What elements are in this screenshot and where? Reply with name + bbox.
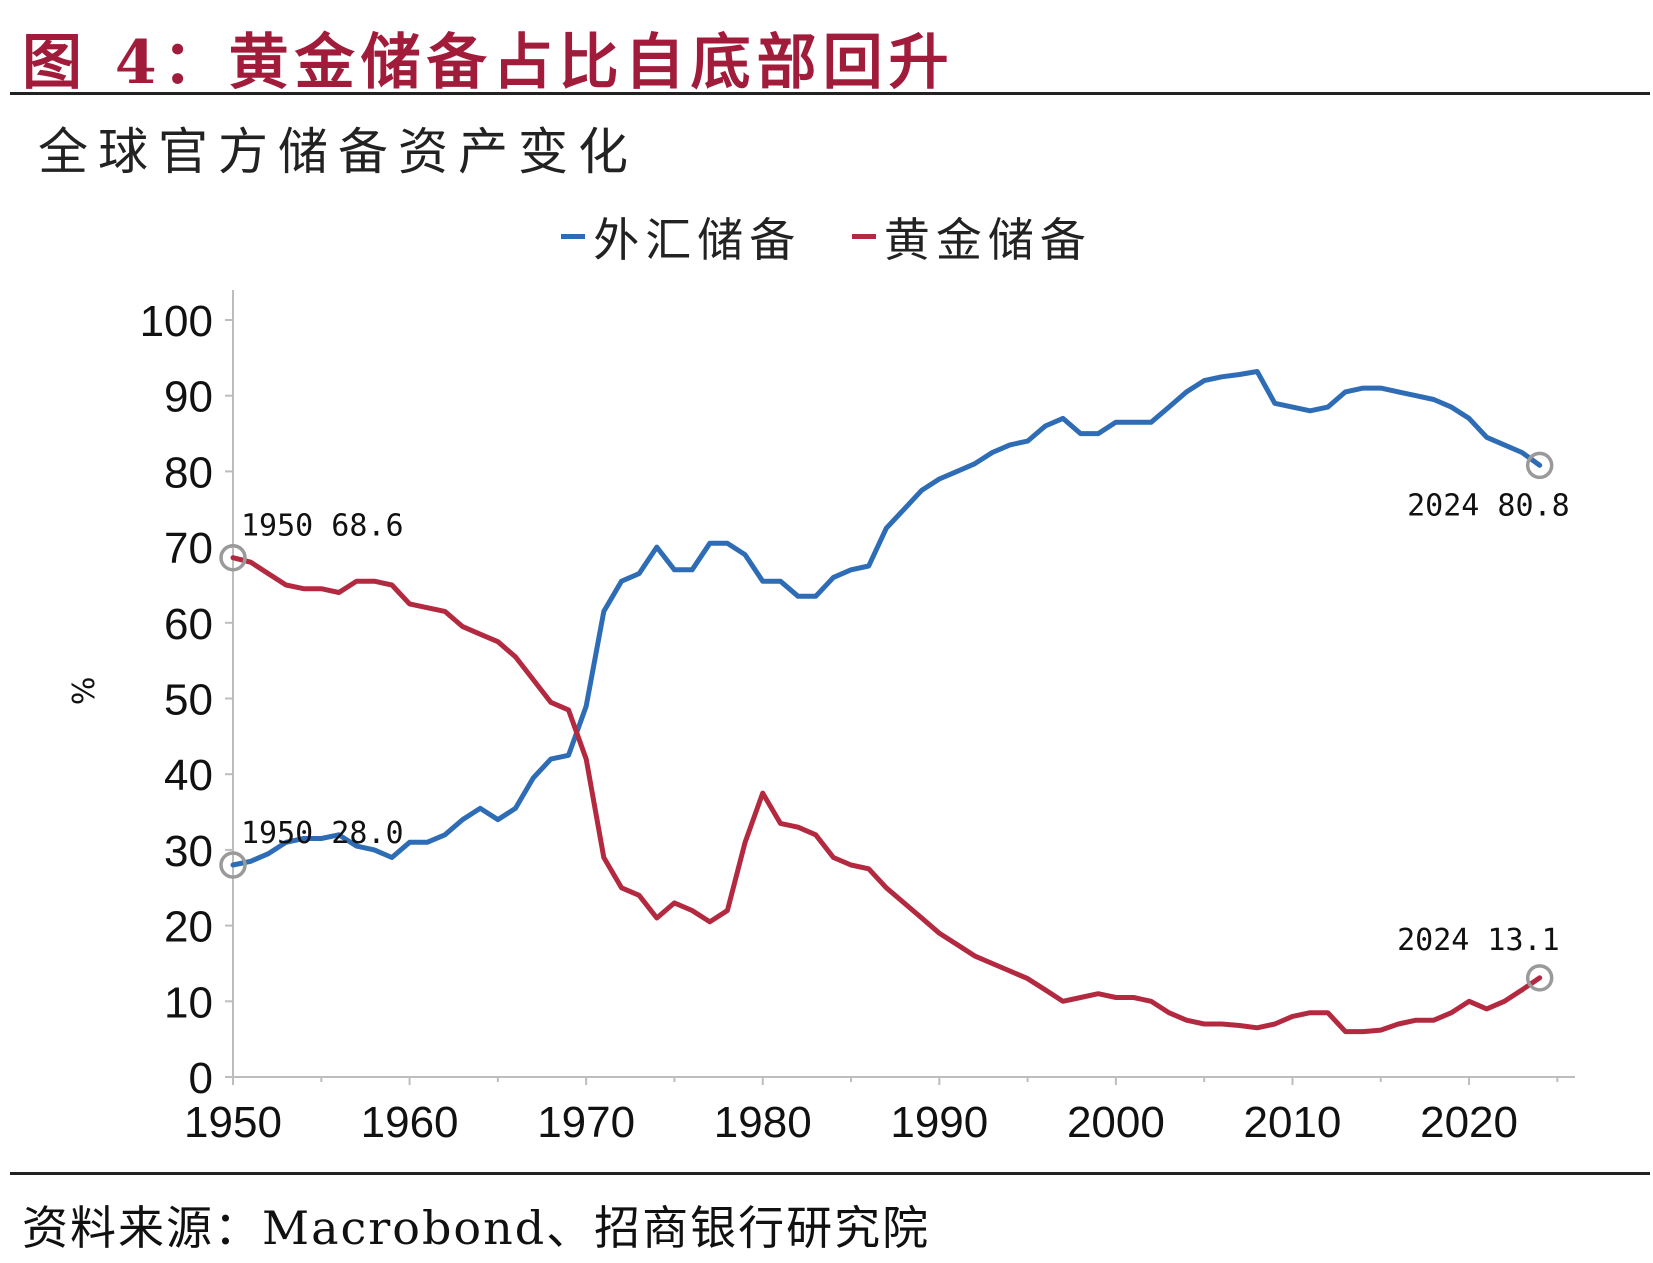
chart-series [230,369,1543,1035]
gold-reserve-line [230,555,1543,1035]
annotation-label: 1950 68.6 [241,509,404,544]
y-tick-label: 20 [164,903,213,952]
y-tick-label: 90 [164,373,213,422]
x-tick-label: 1980 [714,1098,812,1147]
annotation-label: 2024 13.1 [1397,923,1560,958]
x-tick-label: 2010 [1244,1098,1342,1147]
y-tick-label: 10 [164,978,213,1027]
y-tick-label: 100 [140,297,213,346]
chart-axes [232,290,1575,1078]
x-tick-label: 1970 [537,1098,635,1147]
fx-reserve-line [230,369,1543,868]
annotation-marker [219,543,247,572]
x-tick-label: 2000 [1067,1098,1165,1147]
figure-title: 图 4：黄金储备占比自底部回升 [22,28,955,98]
top-rule [10,92,1650,95]
y-tick-label: 80 [164,448,213,497]
legend-label-fx: 外汇储备 [593,212,802,267]
legend-item-fx: 外汇储备 [561,204,801,270]
x-tick-label: 1960 [361,1098,459,1147]
annotation-marker [1525,451,1554,480]
annotation-label: 1950 28.0 [241,816,404,851]
legend-item-gold: 黄金储备 [851,204,1092,270]
annotation-marker [219,851,247,879]
x-tick-label: 2020 [1420,1098,1518,1147]
legend-label-gold: 黄金储备 [883,212,1092,267]
legend-swatch-gold [851,234,876,239]
y-tick-label: 50 [164,676,213,725]
legend-swatch-fx [561,234,586,239]
y-tick-label: 60 [164,600,213,649]
bottom-rule [10,1172,1650,1175]
legend: 外汇储备 黄金储备 [0,196,1653,270]
chart-annotations: 1950 68.6 1950 28.0 2024 80.8 2024 13.1 [219,451,1570,992]
y-tick-label: 30 [164,827,213,876]
y-axis-label: % [64,677,99,706]
x-tick-label: 1990 [890,1098,988,1147]
y-tick-label: 0 [189,1054,213,1103]
y-tick-label: 70 [164,524,213,573]
source-note: 资料来源：Macrobond、招商银行研究院 [22,1201,931,1255]
chart-title: 全球官方储备资产变化 [38,123,638,181]
y-tick-label: 40 [164,751,213,800]
x-tick-label: 1950 [184,1098,282,1147]
annotation-marker [1525,964,1554,992]
annotation-label: 2024 80.8 [1407,488,1570,523]
chart-ticks: 0 10 20 30 40 50 60 70 80 90 100 1950 1960 1970 1980 19… [64,297,1559,1147]
